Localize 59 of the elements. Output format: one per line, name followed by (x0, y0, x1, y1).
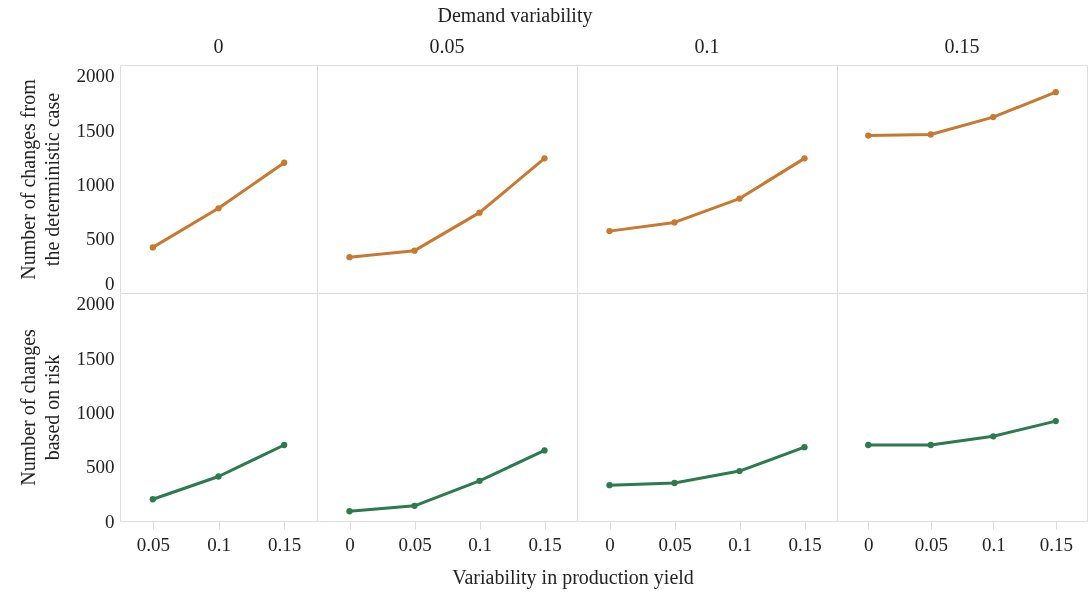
text: Demand variability (436, 4, 594, 27)
x-tick-label: 0.05 (398, 533, 432, 555)
point (346, 508, 353, 515)
point (215, 205, 222, 212)
x-tick-label: 0 (864, 533, 874, 555)
point (606, 227, 613, 235)
point (990, 113, 997, 121)
y-tick-label: 0 (105, 272, 115, 294)
y-tick-label: 1500 (76, 119, 115, 141)
y-axis-title: Number of changes from the deterministic case (16, 78, 63, 280)
x-tick-label: 0.05 (136, 533, 170, 555)
point (281, 159, 288, 166)
point (541, 155, 548, 162)
point (671, 479, 678, 487)
chart-title: 0 (213, 35, 224, 57)
point (736, 195, 743, 202)
y-tick-label: 0 (105, 510, 115, 532)
point (606, 482, 613, 489)
x-tick-label: 0.15 (788, 533, 822, 555)
x-tick-label: 0.05 (914, 533, 948, 555)
y-tick-label: 500 (86, 228, 115, 250)
point (281, 441, 288, 449)
point (149, 496, 156, 503)
text: Variability in production yield (451, 566, 695, 589)
x-tick-label: 0.1 (468, 533, 492, 555)
y-tick-label: 2000 (76, 293, 115, 315)
x-tick-label: 0.1 (728, 533, 752, 555)
point (671, 219, 678, 226)
y-tick-label: 2000 (76, 65, 115, 87)
x-tick-label: 0 (605, 533, 615, 555)
point (149, 244, 156, 251)
point (736, 467, 743, 475)
chart-title: 0.05 (429, 35, 465, 57)
point (476, 477, 483, 484)
y-tick-label: 1500 (76, 347, 115, 369)
point (346, 254, 353, 261)
chart-title: 0.1 (694, 35, 720, 57)
point (927, 131, 934, 138)
y-tick-label: 1000 (76, 173, 115, 195)
point (541, 447, 548, 454)
x-tick-label: 0 (345, 533, 355, 555)
x-tick-label: 0.15 (528, 533, 562, 555)
point (1052, 88, 1059, 96)
point (215, 473, 222, 480)
x-tick-label: 0.15 (1039, 533, 1073, 555)
point (476, 209, 483, 216)
point (801, 444, 808, 451)
point (411, 502, 418, 509)
x-tick-label: 0.15 (268, 533, 302, 555)
chart-title: 0.15 (944, 35, 980, 57)
x-tick-label: 0.05 (658, 533, 692, 555)
point (865, 132, 872, 139)
point (801, 155, 808, 162)
y-axis-title: Number of changes based on risk (16, 328, 63, 486)
y-tick-label: 1000 (76, 401, 115, 423)
x-tick-label: 0.1 (207, 533, 231, 555)
x-tick-label: 0.1 (981, 533, 1006, 555)
point (411, 247, 418, 254)
y-tick-label: 500 (86, 456, 115, 478)
